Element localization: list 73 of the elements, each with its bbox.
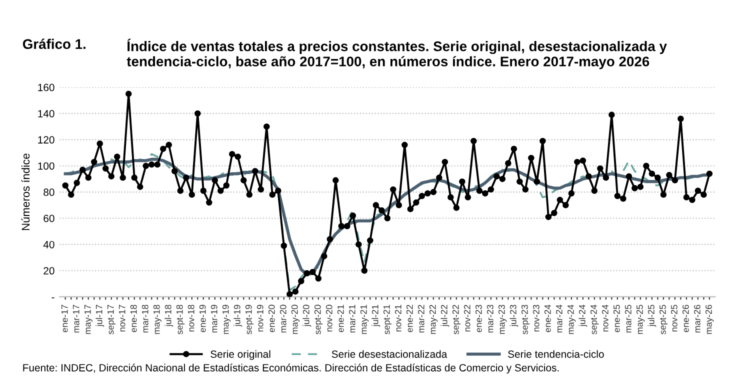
- x-tick-label: sept-23: [521, 304, 530, 334]
- x-tick-label: jul-23: [510, 304, 518, 327]
- y-tick-label: 120: [38, 136, 54, 144]
- chart-title: Gráfico 1.: [22, 38, 86, 49]
- x-tick-label: mar-22: [418, 304, 424, 332]
- x-tick-label: sept-17: [107, 304, 116, 334]
- y-tick-label: 140: [38, 110, 54, 118]
- y-tick-label: 160: [38, 84, 54, 92]
- x-tick-label: ene-24: [544, 304, 551, 332]
- x-tick-label: may-18: [153, 304, 162, 334]
- x-tick-label: ene-17: [61, 304, 68, 332]
- x-tick-label: sept-25: [659, 304, 668, 334]
- x-tick-label: may-21: [360, 304, 369, 334]
- x-tick-label: jul-19: [234, 304, 242, 327]
- x-tick-label: sept-21: [383, 304, 392, 334]
- x-tick-label: ene-26: [682, 304, 689, 332]
- x-tick-label: ene-18: [130, 304, 137, 332]
- legend-label: Serie tendencia-ciclo: [508, 350, 604, 358]
- x-tick-label: ene-20: [268, 304, 275, 332]
- x-tick-label: ene-25: [613, 304, 620, 332]
- y-tick-label: 20: [44, 267, 54, 275]
- x-tick-label: may-26: [705, 304, 714, 334]
- x-tick-label: mar-26: [694, 304, 700, 332]
- x-tick-label: sept-20: [314, 304, 323, 334]
- chart-subtitle: Índice de ventas totales a precios constantes. Serie original, desestacionalizada y tendencia-ciclo, base año 2017=100, en números índice. Enero 2017-mayo 2026: [126, 38, 667, 70]
- x-tick-label: jul-25: [648, 304, 656, 327]
- x-tick-label: nov-17: [118, 304, 126, 332]
- x-tick-label: mar-25: [624, 304, 632, 332]
- x-tick-label: ene-19: [199, 304, 206, 332]
- x-tick-label: may-24: [567, 304, 576, 334]
- x-tick-label: sept-22: [452, 304, 461, 334]
- y-axis-title: Números índice: [21, 154, 30, 230]
- x-tick-label: nov-18: [188, 304, 194, 332]
- x-tick-label: ene-23: [475, 304, 482, 332]
- x-tick-label: nov-22: [464, 304, 470, 332]
- x-tick-label: mar-21: [348, 304, 356, 332]
- x-tick-label: mar-23: [486, 304, 494, 332]
- x-tick-label: may-25: [636, 304, 645, 334]
- x-tick-label: jul-21: [372, 304, 380, 327]
- x-tick-label: may-20: [291, 304, 300, 334]
- y-tick-label: 80: [44, 188, 54, 196]
- x-tick-label: ene-22: [406, 304, 413, 332]
- x-tick-label: sept-24: [590, 304, 599, 334]
- x-tick-label: mar-18: [142, 304, 148, 332]
- legend-label: Serie original: [210, 350, 270, 360]
- x-tick-label: nov-25: [670, 304, 678, 332]
- x-tick-label: may-23: [498, 304, 507, 334]
- y-tick-label: -: [52, 297, 54, 298]
- x-tick-label: jul-20: [302, 304, 312, 327]
- x-tick-label: nov-21: [394, 304, 402, 332]
- x-tick-label: may-17: [84, 304, 93, 334]
- x-tick-label: nov-19: [256, 304, 264, 332]
- x-tick-label: nov-24: [602, 304, 608, 332]
- y-tick-label: 40: [43, 240, 54, 248]
- x-tick-label: may-22: [429, 304, 438, 334]
- x-tick-label: sept-18: [176, 304, 185, 334]
- x-tick-label: mar-19: [210, 304, 218, 332]
- x-tick-label: may-19: [222, 304, 231, 334]
- x-tick-label: jul-18: [164, 304, 174, 327]
- x-tick-label: jul-22: [440, 304, 450, 327]
- x-tick-label: nov-20: [326, 304, 332, 332]
- y-tick-label: 60: [44, 214, 54, 222]
- x-tick-label: nov-23: [532, 304, 540, 332]
- legend-label: Serie desestacionalizada: [332, 350, 448, 358]
- y-tick-label: 100: [38, 162, 54, 170]
- source-note: Fuente: INDEC, Dirección Nacional de Estadísticas Económicas. Dirección de Estadísticas de Comercio y Servicios.: [23, 364, 559, 374]
- x-tick-label: sept-19: [245, 304, 254, 334]
- x-tick-label: mar-17: [72, 304, 80, 332]
- x-tick-label: mar-24: [556, 304, 562, 332]
- x-tick-label: mar-20: [280, 304, 286, 332]
- x-tick-label: jul-24: [578, 304, 588, 327]
- x-tick-label: ene-21: [337, 304, 344, 332]
- x-tick-label: jul-17: [96, 304, 104, 327]
